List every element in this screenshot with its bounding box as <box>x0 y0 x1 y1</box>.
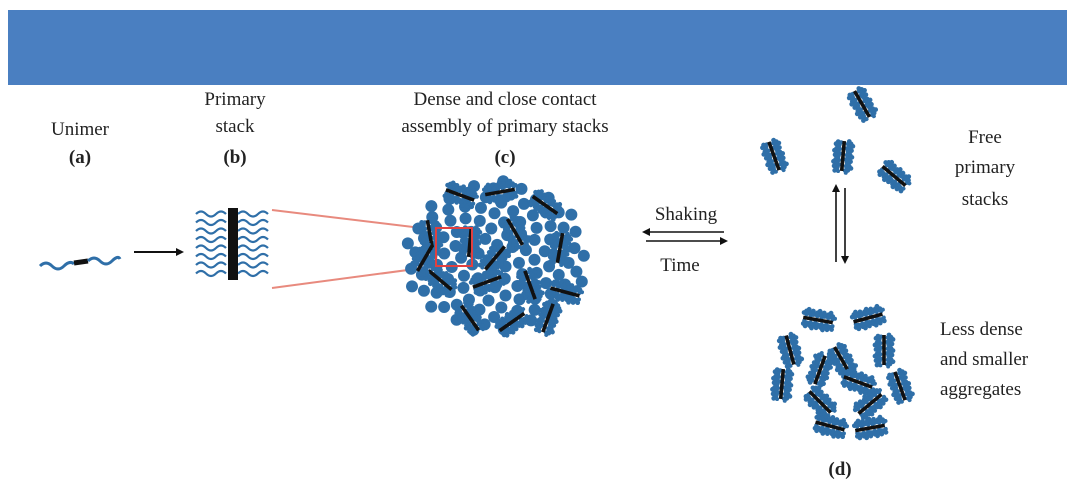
less-label-line2: and smaller <box>940 349 1029 370</box>
dense-label-line1: Dense and close contact <box>413 89 597 110</box>
loose-stack-13 <box>840 367 877 397</box>
loose-stack-11 <box>826 342 859 379</box>
label-c: (c) <box>494 147 516 168</box>
free-label-line3: stacks <box>961 189 1009 210</box>
dense-stack-1 <box>442 180 479 210</box>
shaking-label: Shaking <box>654 204 718 225</box>
dense-stack-12 <box>454 300 487 337</box>
free-stack-2 <box>760 137 789 175</box>
free-label-line1: Free <box>968 127 1002 148</box>
loose-stack-9 <box>812 412 850 440</box>
loose-aggregate <box>770 303 915 441</box>
loose-stack-4 <box>872 332 896 369</box>
label-d: (d) <box>828 459 852 480</box>
dense-stack-11 <box>547 278 585 306</box>
loose-stack-5 <box>770 367 795 403</box>
loose-stack-3 <box>776 331 805 369</box>
label-a: (a) <box>68 147 92 168</box>
dense-stack-6 <box>499 214 532 251</box>
primary-label: Primary <box>204 89 266 110</box>
equilibrium-arrows-vertical <box>832 184 849 264</box>
label-b: (b) <box>223 147 247 168</box>
magnify-box <box>435 227 473 267</box>
loose-stack-6 <box>886 367 915 405</box>
less-label-line1: Less dense <box>940 319 1023 340</box>
dense-stack-7 <box>547 230 574 267</box>
loose-stack-8 <box>852 387 889 421</box>
stack-label: stack <box>215 116 255 137</box>
free-primary-stacks <box>760 86 912 194</box>
unimer-label: Unimer <box>50 119 110 140</box>
dense-stack-10 <box>516 266 545 304</box>
time-label: Time <box>660 255 700 276</box>
dense-stack-5 <box>458 225 483 261</box>
free-label-line2: primary <box>954 157 1016 178</box>
dense-stack-8 <box>423 263 458 298</box>
dense-stack-14 <box>533 300 563 337</box>
dense-stack-15 <box>477 241 512 276</box>
loose-stack-2 <box>849 303 887 332</box>
equilibrium-arrows-horizontal <box>642 228 728 245</box>
free-stack-4 <box>877 159 912 194</box>
free-stack-1 <box>846 86 879 123</box>
loose-stack-1 <box>800 306 837 333</box>
dense-stack-2 <box>481 178 519 205</box>
dense-stack-13 <box>494 305 531 338</box>
less-label-line3: aggregates <box>940 379 1022 400</box>
unimer-chain <box>38 255 122 271</box>
loose-stack-7 <box>803 385 838 420</box>
dense-aggregate <box>401 175 590 338</box>
dense-stack-3 <box>527 189 563 222</box>
dense-label-line2: assembly of primary stacks <box>401 116 609 137</box>
loose-stack-12 <box>805 351 835 388</box>
primary-stack <box>195 208 269 280</box>
header-banner <box>8 10 1067 85</box>
loose-stack-10 <box>851 414 889 441</box>
assembly-arrow <box>134 248 184 256</box>
free-stack-3 <box>831 139 856 175</box>
